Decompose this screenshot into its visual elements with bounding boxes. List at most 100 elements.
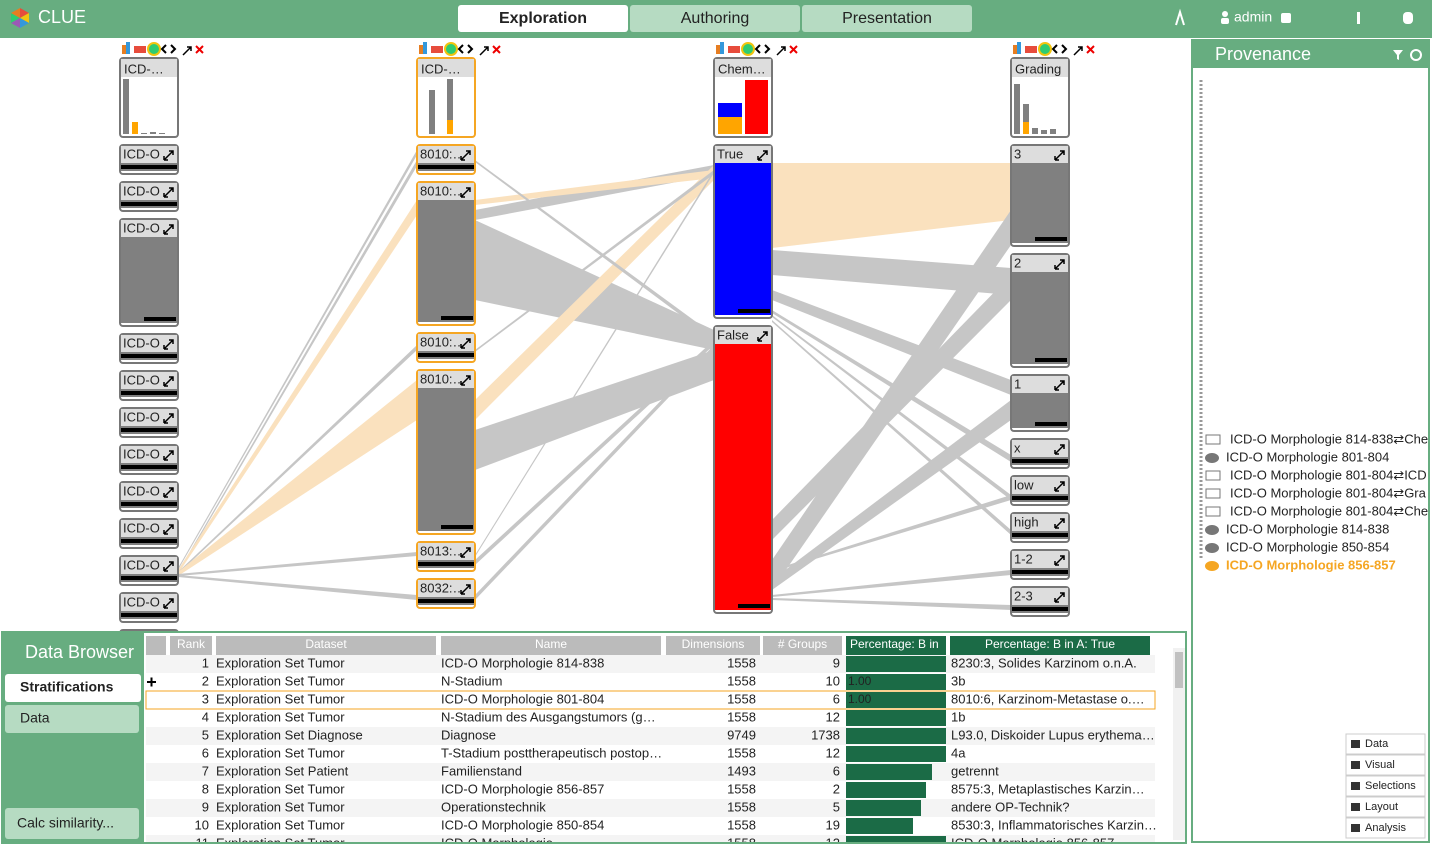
provenance-item[interactable]: ICD-O Morphologie 801-804⇄Gra (1230, 485, 1427, 500)
icon-bar[interactable] (419, 45, 423, 54)
group-expand[interactable] (460, 547, 471, 558)
provenance-item[interactable]: ICD-O Morphologie 856-857 (1226, 557, 1396, 572)
group-expand[interactable] (163, 376, 174, 387)
icon-heat[interactable] (134, 46, 146, 53)
group-expand[interactable] (163, 598, 174, 609)
cell-dataset[interactable]: Exploration Set Diagnose (216, 727, 363, 742)
nav-tab[interactable] (630, 5, 800, 32)
cell-name[interactable]: T-Stadium posttherapeutisch postop… (441, 745, 662, 760)
icon-bar[interactable] (1013, 45, 1017, 54)
side-button[interactable] (1345, 733, 1426, 755)
group-expand[interactable] (757, 150, 768, 161)
info-icon[interactable] (1357, 12, 1360, 24)
icon-bar[interactable] (1017, 42, 1021, 54)
group-expand[interactable] (1054, 150, 1065, 161)
group-expand[interactable] (757, 331, 768, 342)
cell-dataset[interactable]: Exploration Set Tumor (216, 835, 345, 845)
icon-bar[interactable] (122, 45, 126, 54)
nav-tab[interactable] (802, 5, 972, 32)
group-expand[interactable] (460, 187, 471, 198)
group-expand[interactable] (1054, 518, 1065, 529)
icon-heat[interactable] (431, 46, 443, 53)
icon-heat[interactable] (1025, 46, 1037, 53)
cell-dataset[interactable]: Exploration Set Tumor (216, 655, 345, 670)
cell-name[interactable]: ICD-O Morphologie (441, 835, 553, 845)
cell-name[interactable]: Familienstand (441, 763, 522, 778)
icon-close[interactable] (492, 45, 501, 54)
group-expand[interactable] (163, 187, 174, 198)
group-expand[interactable] (1054, 481, 1065, 492)
cell-dataset[interactable]: Exploration Set Tumor (216, 817, 345, 832)
table-header-label[interactable]: Dimensions (682, 637, 745, 651)
icon-bar[interactable] (126, 42, 130, 54)
cell-dataset[interactable]: Exploration Set Patient (216, 763, 349, 778)
cell-name[interactable]: ICD-O Morphologie 801-804 (441, 691, 604, 706)
group-expand[interactable] (163, 150, 174, 161)
icon-move[interactable] (754, 44, 771, 54)
icon-pie[interactable] (147, 42, 161, 56)
group-expand[interactable] (1054, 592, 1065, 603)
side-button-label[interactable]: Data (1365, 738, 1389, 750)
icon-move[interactable] (160, 44, 177, 54)
side-button-label[interactable]: Analysis (1365, 822, 1406, 834)
provenance-item[interactable]: ICD-O Morphologie 801-804⇄Che (1230, 503, 1428, 518)
group-expand[interactable] (163, 413, 174, 424)
add-icon[interactable] (147, 677, 156, 687)
table-header[interactable] (441, 636, 661, 655)
side-button-label[interactable]: Visual (1365, 759, 1395, 771)
provenance-item[interactable]: ICD-O Morphologie 814-838 (1226, 521, 1389, 536)
provenance-item[interactable]: ICD-O Morphologie 801-804 (1226, 449, 1389, 464)
table-header-label[interactable]: # Groups (778, 637, 827, 651)
group-expand[interactable] (163, 450, 174, 461)
icon-pie[interactable] (741, 42, 755, 56)
cell-name[interactable]: Operationstechnik (441, 799, 546, 814)
settings-icon[interactable] (1410, 49, 1422, 61)
side-button[interactable] (1345, 817, 1426, 839)
cell-name[interactable]: ICD-O Morphologie 856-857 (441, 781, 604, 796)
cell-dataset[interactable]: Exploration Set Tumor (216, 673, 345, 688)
icon-close[interactable] (789, 45, 798, 54)
bug-icon[interactable] (1403, 12, 1413, 24)
icon-expand[interactable] (776, 46, 786, 56)
table-header[interactable] (950, 636, 1150, 655)
column-summary[interactable] (119, 57, 179, 138)
side-button-label[interactable]: Selections (1365, 780, 1416, 792)
group-expand[interactable] (163, 224, 174, 235)
provenance-item[interactable]: ICD-O Morphologie 814-838⇄Che (1230, 431, 1428, 446)
group-expand[interactable] (460, 338, 471, 349)
side-button-label[interactable]: Layout (1365, 801, 1398, 813)
side-button[interactable] (1345, 775, 1426, 797)
cell-dataset[interactable]: Exploration Set Tumor (216, 709, 345, 724)
cell-dataset[interactable]: Exploration Set Tumor (216, 799, 345, 814)
group-expand[interactable] (460, 150, 471, 161)
calc-button[interactable] (5, 808, 139, 839)
filter-icon[interactable] (1393, 50, 1403, 60)
icon-heat[interactable] (728, 46, 740, 53)
icon-bar[interactable] (423, 42, 427, 54)
icon-move[interactable] (1051, 44, 1068, 54)
table-header[interactable] (216, 636, 436, 655)
icon-move[interactable] (457, 44, 474, 54)
group-expand[interactable] (163, 524, 174, 535)
table-header-label[interactable]: Dataset (305, 637, 347, 651)
group-expand[interactable] (163, 339, 174, 350)
group-expand[interactable] (163, 487, 174, 498)
tab-label[interactable]: Stratifications (20, 679, 114, 695)
table-header-label[interactable]: Percentage: B in (850, 637, 939, 651)
tab-data[interactable] (5, 705, 139, 733)
provenance-item[interactable]: ICD-O Morphologie 850-854 (1226, 539, 1389, 554)
table-header-label[interactable]: Name (535, 637, 567, 651)
cell-name[interactable]: ICD-O Morphologie 850-854 (441, 817, 604, 832)
settings-icon[interactable] (1281, 13, 1291, 23)
cell-dataset[interactable]: Exploration Set Tumor (216, 745, 345, 760)
group-expand[interactable] (163, 561, 174, 572)
provenance-item[interactable]: ICD-O Morphologie 801-804⇄ICD (1230, 467, 1427, 482)
icon-bar[interactable] (720, 42, 724, 54)
group-expand[interactable] (1054, 555, 1065, 566)
provenance-icon[interactable] (1175, 8, 1185, 26)
scrollbar[interactable] (1173, 648, 1185, 840)
icon-pie[interactable] (444, 42, 458, 56)
icon-expand[interactable] (1073, 46, 1083, 56)
icon-bar[interactable] (716, 45, 720, 54)
table-header-label[interactable]: Rank (177, 637, 206, 651)
